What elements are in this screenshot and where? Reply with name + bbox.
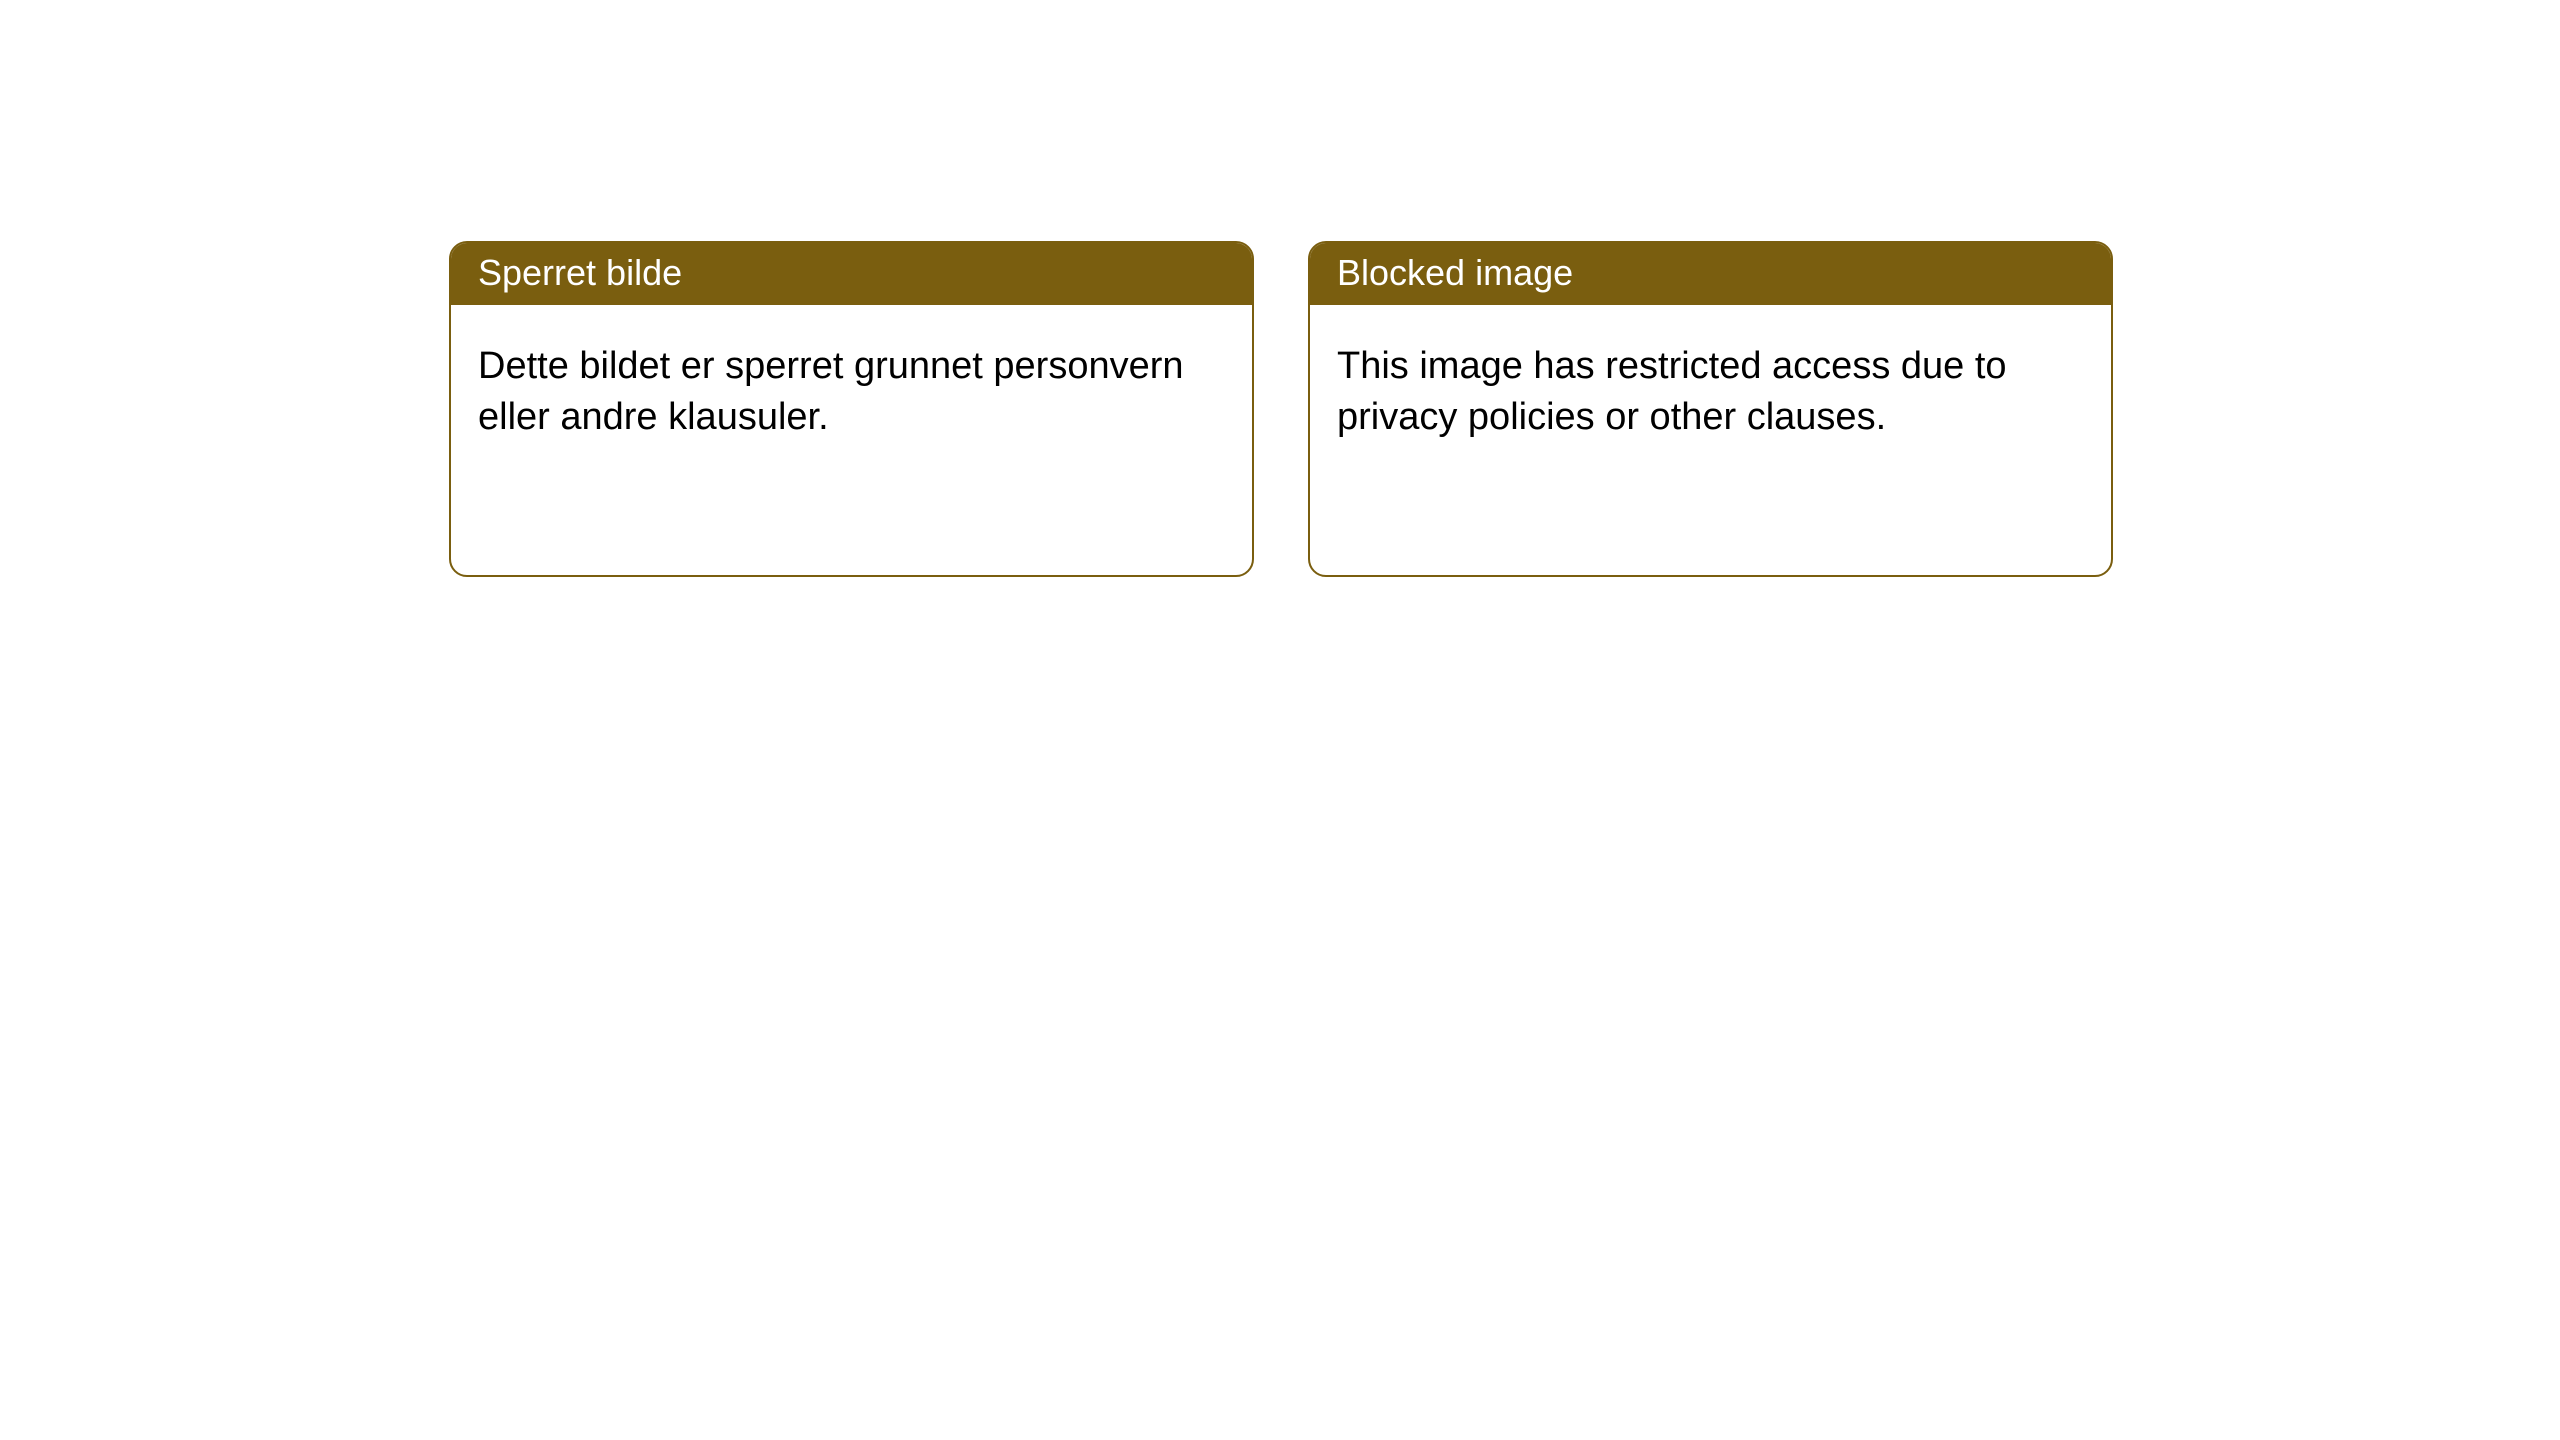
notice-card-body: Dette bildet er sperret grunnet personve… bbox=[451, 305, 1252, 480]
notice-card-body: This image has restricted access due to … bbox=[1310, 305, 2111, 480]
notice-card-title: Blocked image bbox=[1310, 243, 2111, 305]
notice-cards-container: Sperret bilde Dette bildet er sperret gr… bbox=[0, 0, 2560, 577]
notice-card-title: Sperret bilde bbox=[451, 243, 1252, 305]
notice-card-english: Blocked image This image has restricted … bbox=[1308, 241, 2113, 577]
notice-card-norwegian: Sperret bilde Dette bildet er sperret gr… bbox=[449, 241, 1254, 577]
